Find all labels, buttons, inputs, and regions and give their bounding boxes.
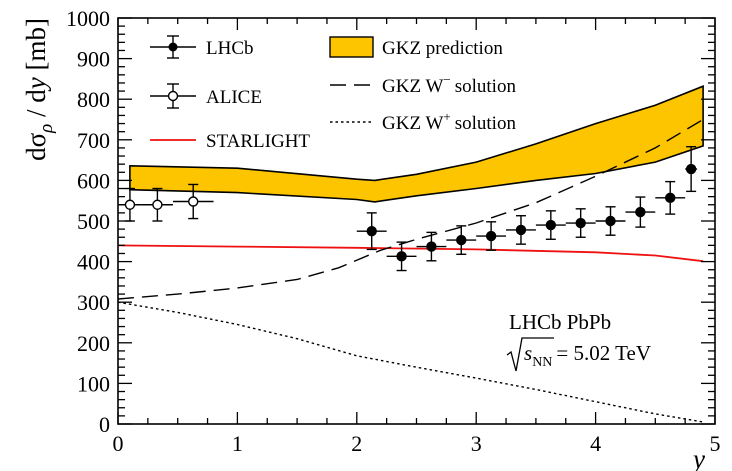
legend-alice-label: ALICE — [206, 87, 262, 108]
annotation-experiment: LHCb PbPb — [509, 310, 611, 334]
x-tick-label: 4 — [590, 431, 601, 456]
marker — [485, 230, 497, 242]
gkz-w-plus-line — [117, 301, 704, 423]
legend-gkz-swatch — [329, 36, 374, 58]
gkz-w-minus-line — [117, 118, 704, 300]
marker — [366, 225, 377, 237]
y-tick-label: 800 — [77, 87, 110, 112]
marker — [605, 215, 616, 227]
x-axis-label: y — [690, 444, 705, 471]
legend-wminus-label: GKZ W− solution — [382, 72, 516, 97]
marker — [396, 251, 407, 262]
lhcb-point-7 — [565, 208, 596, 238]
legend-lhcb-marker — [150, 35, 196, 59]
alice-point-1 — [141, 187, 173, 222]
marker — [124, 199, 136, 210]
lhcb-point-4 — [476, 221, 507, 251]
marker — [545, 219, 557, 231]
x-tick-label: 2 — [351, 431, 362, 456]
y-tick-label: 1000 — [66, 6, 110, 31]
axis-ticks — [117, 17, 716, 425]
marker — [188, 196, 199, 207]
marker — [456, 234, 467, 246]
lhcb-point-8 — [595, 206, 626, 236]
legend-gkz-label: GKZ prediction — [382, 38, 503, 59]
lhcb-point-9 — [625, 196, 656, 228]
x-tick-label: 5 — [710, 431, 721, 456]
y-tick-label: 700 — [77, 128, 110, 153]
lhcb-point-1 — [386, 241, 417, 272]
y-axis-label: dσρ / dy [mb] — [21, 18, 57, 161]
y-tick-label: 900 — [77, 47, 110, 72]
legend-wplus-label: GKZ W+ solution — [382, 109, 516, 134]
sqrt-sign — [506, 337, 554, 372]
annotation-energy: sNN = 5.02 TeV — [524, 341, 651, 370]
y-tick-label: 500 — [77, 209, 110, 234]
lhcb-point-2 — [416, 231, 447, 262]
legend-alice-marker — [150, 83, 196, 109]
alice-point-0 — [118, 187, 142, 222]
axis-tick-labels: 0 1 2 3 4 5 0 100 200 300 400 500 600 700 800 900 1000 — [66, 6, 721, 456]
marker — [635, 206, 646, 218]
alice-point-2 — [172, 183, 214, 220]
marker — [665, 192, 676, 204]
x-tick-label: 0 — [113, 431, 124, 456]
marker — [515, 224, 527, 236]
y-tick-label: 600 — [77, 168, 110, 193]
y-tick-label: 200 — [77, 331, 110, 356]
x-tick-label: 1 — [232, 431, 243, 456]
lhcb-point-3 — [446, 225, 477, 255]
legend-lhcb-label: LHCb — [206, 38, 254, 59]
x-tick-label: 3 — [471, 431, 482, 456]
gkz-prediction-band — [129, 85, 704, 203]
marker — [152, 199, 163, 210]
lhcb-point-5 — [506, 215, 536, 245]
y-tick-label: 300 — [77, 290, 110, 315]
y-tick-label: 100 — [77, 371, 110, 396]
lhcb-point-0 — [356, 212, 387, 251]
legend-left: LHCb ALICE STARLIGHT — [150, 35, 310, 152]
data-points — [118, 146, 698, 272]
lhcb-point-10 — [655, 180, 686, 215]
starlight-line — [117, 244, 704, 263]
y-tick-label: 0 — [99, 412, 110, 437]
marker — [575, 217, 586, 229]
annotation: LHCb PbPb sNN = 5.02 TeV — [506, 310, 651, 372]
legend-starlight-label: STARLIGHT — [206, 131, 310, 152]
y-tick-label: 400 — [77, 250, 110, 275]
legend-right: GKZ prediction GKZ W− solution GKZ W+ solu… — [329, 36, 516, 134]
marker — [685, 163, 697, 175]
lhcb-point-6 — [535, 210, 566, 240]
marker — [426, 241, 437, 252]
lhcb-point-11 — [685, 146, 698, 193]
